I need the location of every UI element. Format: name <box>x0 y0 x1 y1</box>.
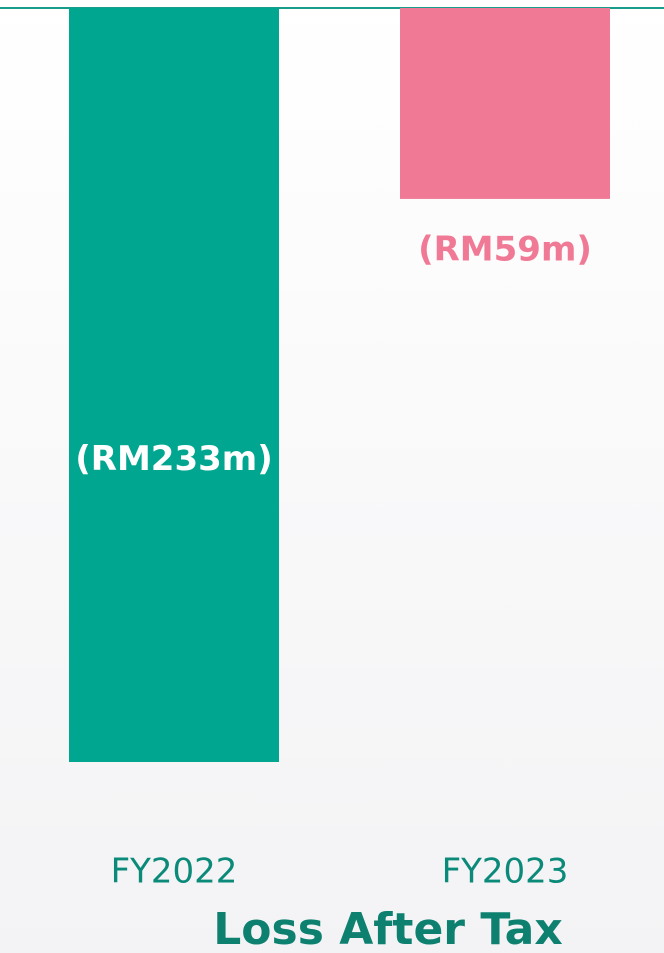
bar <box>400 8 610 199</box>
chart-title: Loss After Tax <box>213 904 562 953</box>
x-tick-label: FY2023 <box>442 852 569 892</box>
bar <box>69 8 279 762</box>
value-label: (RM59m) <box>418 229 592 269</box>
value-label: (RM233m) <box>75 439 273 479</box>
x-tick-label: FY2022 <box>111 852 238 892</box>
